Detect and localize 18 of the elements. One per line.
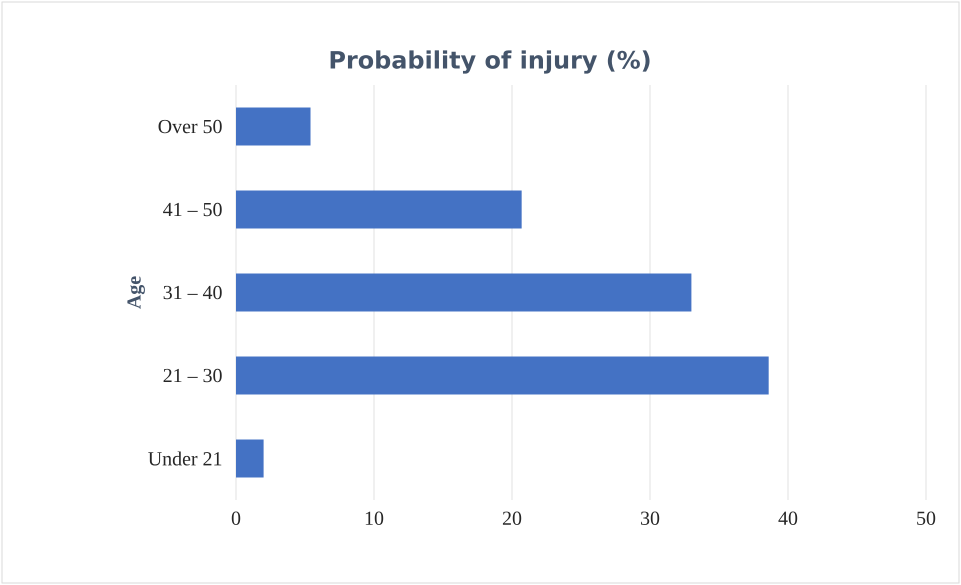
y-tick-label: Over 50 <box>158 120 222 134</box>
x-tick-label: 20 <box>502 512 522 525</box>
x-tick-label: 30 <box>640 512 660 525</box>
y-tick-label: 21 – 30 <box>164 368 222 382</box>
bar <box>236 440 264 478</box>
x-tick-label: 10 <box>366 512 384 525</box>
bar <box>236 190 522 229</box>
x-tick-label: 50 <box>917 512 936 525</box>
bar <box>236 356 769 395</box>
y-tick-label: Under 21 <box>148 451 222 466</box>
bar <box>236 108 311 146</box>
y-tick-label: 41 – 50 <box>163 202 222 216</box>
chart-title: Probability of injury (%) <box>330 50 650 74</box>
bar <box>236 274 692 312</box>
y-tick-label: 31 – 40 <box>164 286 222 300</box>
y-axis-title: Age <box>127 276 145 309</box>
x-tick-label: 0 <box>232 512 240 525</box>
x-tick-label: 40 <box>778 512 798 525</box>
